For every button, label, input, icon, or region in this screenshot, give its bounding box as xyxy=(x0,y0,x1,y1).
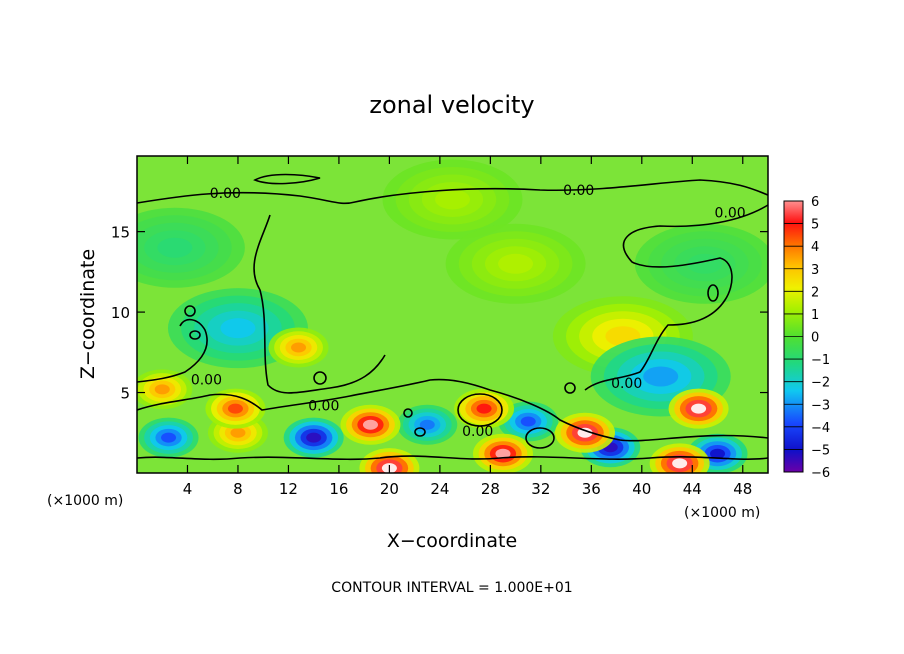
zero-contour-top-left xyxy=(253,173,321,185)
contour-labels: 0.00 0.00 0.00 0.00 0.00 0.00 0.00 xyxy=(191,183,746,440)
x-tick-label-12: 12 xyxy=(279,480,298,498)
field-feature-11-layer-4 xyxy=(520,416,536,427)
colorbar: 6 5 4 3 2 1 0 −1 −2 −3 −4 −5 −6 xyxy=(783,195,830,481)
zero-contour-blob-2 xyxy=(184,305,196,317)
field-feature-20-layer-4 xyxy=(691,403,707,414)
contour-label-0: 0.00 xyxy=(210,186,241,202)
colorbar-tick-label-2: 4 xyxy=(811,240,819,255)
x-tick-label-28: 28 xyxy=(481,480,500,498)
x-axis-label: X−coordinate xyxy=(387,530,517,552)
field-feature-7-layer-4 xyxy=(291,342,307,353)
field-feature-19-layer-4 xyxy=(495,448,511,459)
zero-contour-upper xyxy=(137,179,768,205)
x-tick-label-24: 24 xyxy=(430,480,449,498)
plot-frame xyxy=(136,155,769,474)
colorbar-tick-label-3: 3 xyxy=(811,263,819,278)
x-tick-label-20: 20 xyxy=(380,480,399,498)
field-feature-6-layer-4 xyxy=(643,366,679,387)
colorbar-tick-label-8: −2 xyxy=(811,376,830,391)
contour-label-4: 0.00 xyxy=(308,398,339,414)
zero-contour-right-plume xyxy=(584,204,768,391)
field-feature-23-layer-4 xyxy=(672,458,688,469)
zero-contour-lower-band xyxy=(137,378,768,442)
contour-label-2: 0.00 xyxy=(715,205,746,221)
zero-contour-blob-8 xyxy=(525,427,555,449)
x-axis-unit-left: (×1000 m) xyxy=(47,493,123,509)
plot-area: 0.00 0.000.000.000.000.000.00 4 8 12 16 20 24 2… xyxy=(111,155,769,498)
colorbar-tick-label-12: −6 xyxy=(811,466,830,481)
field-feature-1-layer-4 xyxy=(157,237,193,258)
field-feature-8-layer-4 xyxy=(154,384,170,395)
colorbar-ticks: 6 5 4 3 2 1 0 −1 −2 −3 −4 −5 −6 xyxy=(784,195,830,481)
field-feature-2-layer-4 xyxy=(435,189,470,210)
chart-title: zonal velocity xyxy=(369,91,534,119)
zero-contour-blob-9 xyxy=(457,393,503,427)
field-feature-16-layer-4 xyxy=(306,432,322,443)
x-tick-label-40: 40 xyxy=(632,480,651,498)
field-feature-3-layer-4 xyxy=(498,253,534,274)
field-feature-18-layer-4 xyxy=(362,419,378,430)
contour-label-5: 0.00 xyxy=(462,424,493,440)
contour-label-3: 0.00 xyxy=(191,373,222,389)
zero-contour-left-low xyxy=(137,318,208,383)
y-tick-label-10: 10 xyxy=(111,304,130,322)
y-axis-label: Z−coordinate xyxy=(77,249,99,379)
colorbar-tick-label-0: 6 xyxy=(811,195,819,210)
contour-label-6: 0.00 xyxy=(611,376,642,392)
colorbar-tick-label-6: 0 xyxy=(811,331,819,346)
y-tick-label-5: 5 xyxy=(120,385,130,403)
contour-label-1: 0.00 xyxy=(563,183,594,199)
zero-contours xyxy=(137,173,768,461)
colorbar-tick-label-11: −5 xyxy=(811,443,830,458)
zero-contour-blob-5 xyxy=(313,371,327,385)
colorbar-tick-label-1: 5 xyxy=(811,218,819,233)
zero-contour-blob-7 xyxy=(564,382,576,394)
velocity-field xyxy=(137,159,768,473)
x-tick-label-48: 48 xyxy=(733,480,752,498)
field-feature-15-layer-4 xyxy=(710,448,726,459)
colorbar-tick-label-4: 2 xyxy=(811,285,819,300)
zero-contour-bottom xyxy=(137,455,768,461)
zero-contour-blob-4 xyxy=(414,427,426,437)
x-tick-label-32: 32 xyxy=(531,480,550,498)
zero-contour-blob-1 xyxy=(189,330,201,340)
x-tick-label-16: 16 xyxy=(329,480,348,498)
x-tick-label-36: 36 xyxy=(582,480,601,498)
colorbar-tick-label-5: 1 xyxy=(811,308,819,323)
colorbar-tick-label-7: −1 xyxy=(811,353,830,368)
colorbar-tick-label-9: −3 xyxy=(811,398,830,413)
x-tick-label-8: 8 xyxy=(233,480,243,498)
field-feature-5-layer-4 xyxy=(220,318,256,339)
y-tick-label-15: 15 xyxy=(111,224,130,242)
x-tick-label-44: 44 xyxy=(683,480,702,498)
zero-contour-blob-6 xyxy=(403,408,413,418)
field-feature-14-layer-4 xyxy=(476,403,492,414)
x-axis-ticks: 4 8 12 16 20 24 28 32 36 40 44 48 xyxy=(183,156,752,498)
field-feature-9-layer-4 xyxy=(230,427,246,438)
x-axis-unit-right: (×1000 m) xyxy=(684,505,760,521)
field-feature-22-layer-4 xyxy=(577,427,593,438)
y-axis-ticks: 5 10 15 xyxy=(111,224,768,403)
zero-contour-left-plume xyxy=(253,214,386,394)
field-feature-13-layer-4 xyxy=(227,403,243,414)
field-feature-10-layer-4 xyxy=(419,419,435,430)
x-tick-label-4: 4 xyxy=(183,480,193,498)
zero-contour-blob-3 xyxy=(707,284,719,302)
colorbar-tick-label-10: −4 xyxy=(811,421,830,436)
field-feature-12-layer-4 xyxy=(161,432,177,443)
contour-interval-note: CONTOUR INTERVAL = 1.000E+01 xyxy=(331,580,572,596)
